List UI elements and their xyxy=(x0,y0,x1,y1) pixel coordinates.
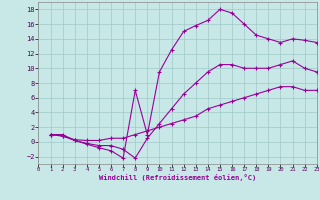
X-axis label: Windchill (Refroidissement éolien,°C): Windchill (Refroidissement éolien,°C) xyxy=(99,174,256,181)
